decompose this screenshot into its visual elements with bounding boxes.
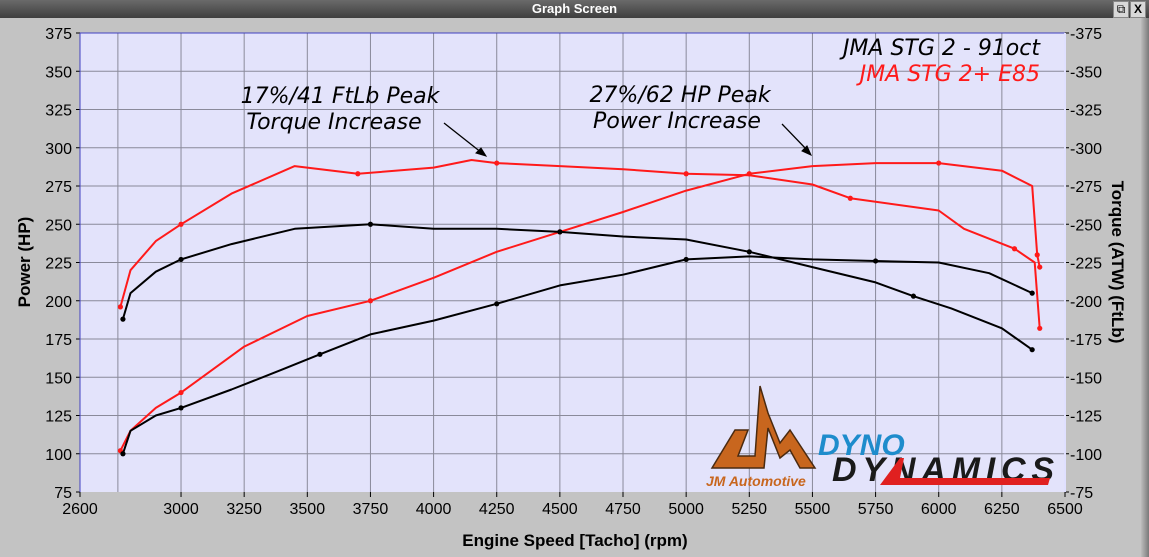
data-point-jma-stg-2-e85-power [1037,264,1043,270]
series-jma-stg-2-e85-power [119,162,1041,452]
y2-tick-label: -375 [1070,26,1102,43]
data-point-jma-stg-2-91oct-torque [120,316,126,322]
y2-tick-label: -75 [1070,485,1093,502]
jm-automotive-logo: JM Automotive [706,385,817,489]
data-point-jma-stg-2-e85-power [1034,252,1040,258]
grid [80,33,1065,492]
y2-tick-label: -200 [1070,294,1102,311]
x-axis-label: Engine Speed [Tacho] (rpm) [462,531,687,550]
y-tick-label: 125 [45,409,72,426]
data-point-jma-stg-2-91oct-power [494,301,500,307]
svg-text:JM Automotive: JM Automotive [706,473,806,489]
data-point-jma-stg-2-e85-torque [494,160,500,166]
x-tick-label: 5000 [668,501,704,518]
curves [117,159,1043,457]
y-tick-label: 200 [45,294,72,311]
data-point-jma-stg-2-e85-torque [1037,325,1043,331]
legend-entry-91oct: JMA STG 2 - 91oct [839,36,1041,61]
annotation-torque-line2: Torque Increase [246,110,421,135]
annotation-power-line1: 27%/62 HP Peak [589,83,771,108]
y2-tick-label: -300 [1070,141,1102,158]
y2-tick-label: -100 [1070,447,1102,464]
y2-tick-label: -350 [1070,64,1102,81]
series-jma-stg-2-e85-torque [119,159,1041,329]
x-tick-label: 3750 [353,501,389,518]
y-axis-label-right: Torque (ATW) (FtLb) [1108,181,1127,344]
y2-tick-label: -125 [1070,409,1102,426]
x-tick-label: 5250 [731,501,767,518]
y2-tick-label: -150 [1070,370,1102,387]
annotation-torque-line1: 17%/41 FtLb Peak [241,84,441,109]
x-tick-label: 5500 [795,501,831,518]
data-point-jma-stg-2-e85-torque [847,195,853,201]
x-tick-label: 5750 [858,501,894,518]
data-point-jma-stg-2-e85-torque [1011,246,1018,252]
data-point-jma-stg-2-e85-torque [117,304,124,310]
data-point-jma-stg-2-91oct-torque [746,249,752,255]
data-point-jma-stg-2-e85-torque [683,171,689,177]
x-tick-label: 3250 [226,501,262,518]
y2-tick-label: -325 [1070,103,1102,120]
window-title: Graph Screen [531,1,618,16]
x-tick-label: 6000 [921,501,957,518]
x-tick-label: 3000 [163,501,199,518]
x-tick-label: 4000 [416,501,452,518]
data-point-jma-stg-2-91oct-power [1029,290,1035,296]
x-tick-label: 6500 [1047,501,1083,518]
close-button[interactable]: X [1130,1,1146,18]
y-tick-label: 175 [45,332,72,349]
y-tick-label: 375 [45,26,72,43]
y-tick-label: 225 [45,256,72,273]
x-tick-label: 4750 [605,501,641,518]
x-tick-label: 3500 [290,501,326,518]
x-tick-label: 4500 [542,501,578,518]
data-point-jma-stg-2-91oct-power [317,351,323,357]
y2-tick-label: -225 [1070,256,1102,273]
legend-entry-e85: JMA STG 2+ E85 [856,62,1040,87]
svg-text:DYNO: DYNO [818,429,905,462]
axes: 75 -75 100 -100 125 -125 150 -150 175 -175 200 -200… [45,26,1102,518]
y-tick-label: 100 [45,447,72,464]
y-tick-label: 250 [45,217,72,234]
data-point-jma-stg-2-91oct-torque [178,256,184,263]
y-tick-label: 275 [45,179,72,196]
y-tick-label: 150 [45,370,72,387]
y-tick-label: 75 [54,485,72,502]
data-point-jma-stg-2-91oct-power [872,258,879,264]
data-point-jma-stg-2-91oct-torque [367,221,374,227]
y2-tick-label: -175 [1070,332,1102,349]
data-point-jma-stg-2-91oct-torque [1029,347,1035,353]
data-point-jma-stg-2-e85-power [367,298,374,304]
data-point-jma-stg-2-91oct-power [178,405,184,411]
y-tick-label: 325 [45,103,72,120]
data-point-jma-stg-2-e85-power [178,389,184,396]
window-titlebar: Graph Screen [0,0,1149,18]
window-border [1141,18,1149,557]
data-point-jma-stg-2-e85-torque [355,171,361,177]
annotation-power-line2: Power Increase [593,109,761,134]
data-point-jma-stg-2-91oct-torque [557,229,563,235]
y-axis-label-left: Power (HP) [15,217,34,308]
x-tick-label: 6250 [984,501,1020,518]
annotation-arrow-torque [443,122,488,157]
dyno-dynamics-logo: DYNO DYNAMICS [818,429,1054,489]
data-point-jma-stg-2-91oct-power [120,451,126,457]
restore-icon[interactable]: ⧉ [1113,1,1129,18]
y2-tick-label: -275 [1070,179,1102,196]
dyno-chart: 75 -75 100 -100 125 -125 150 -150 175 -175 200 -200… [15,26,1127,550]
y-tick-label: 300 [45,141,72,158]
data-point-jma-stg-2-e85-power [936,160,942,166]
data-point-jma-stg-2-91oct-power [683,256,689,263]
annotation-arrow-power [781,123,812,156]
x-tick-label: 4250 [479,501,515,518]
data-point-jma-stg-2-91oct-torque [910,293,917,299]
y2-tick-label: -250 [1070,217,1102,234]
x-tick-label: 2600 [62,501,98,518]
data-point-jma-stg-2-e85-torque [178,221,184,227]
y-tick-label: 350 [45,64,72,81]
